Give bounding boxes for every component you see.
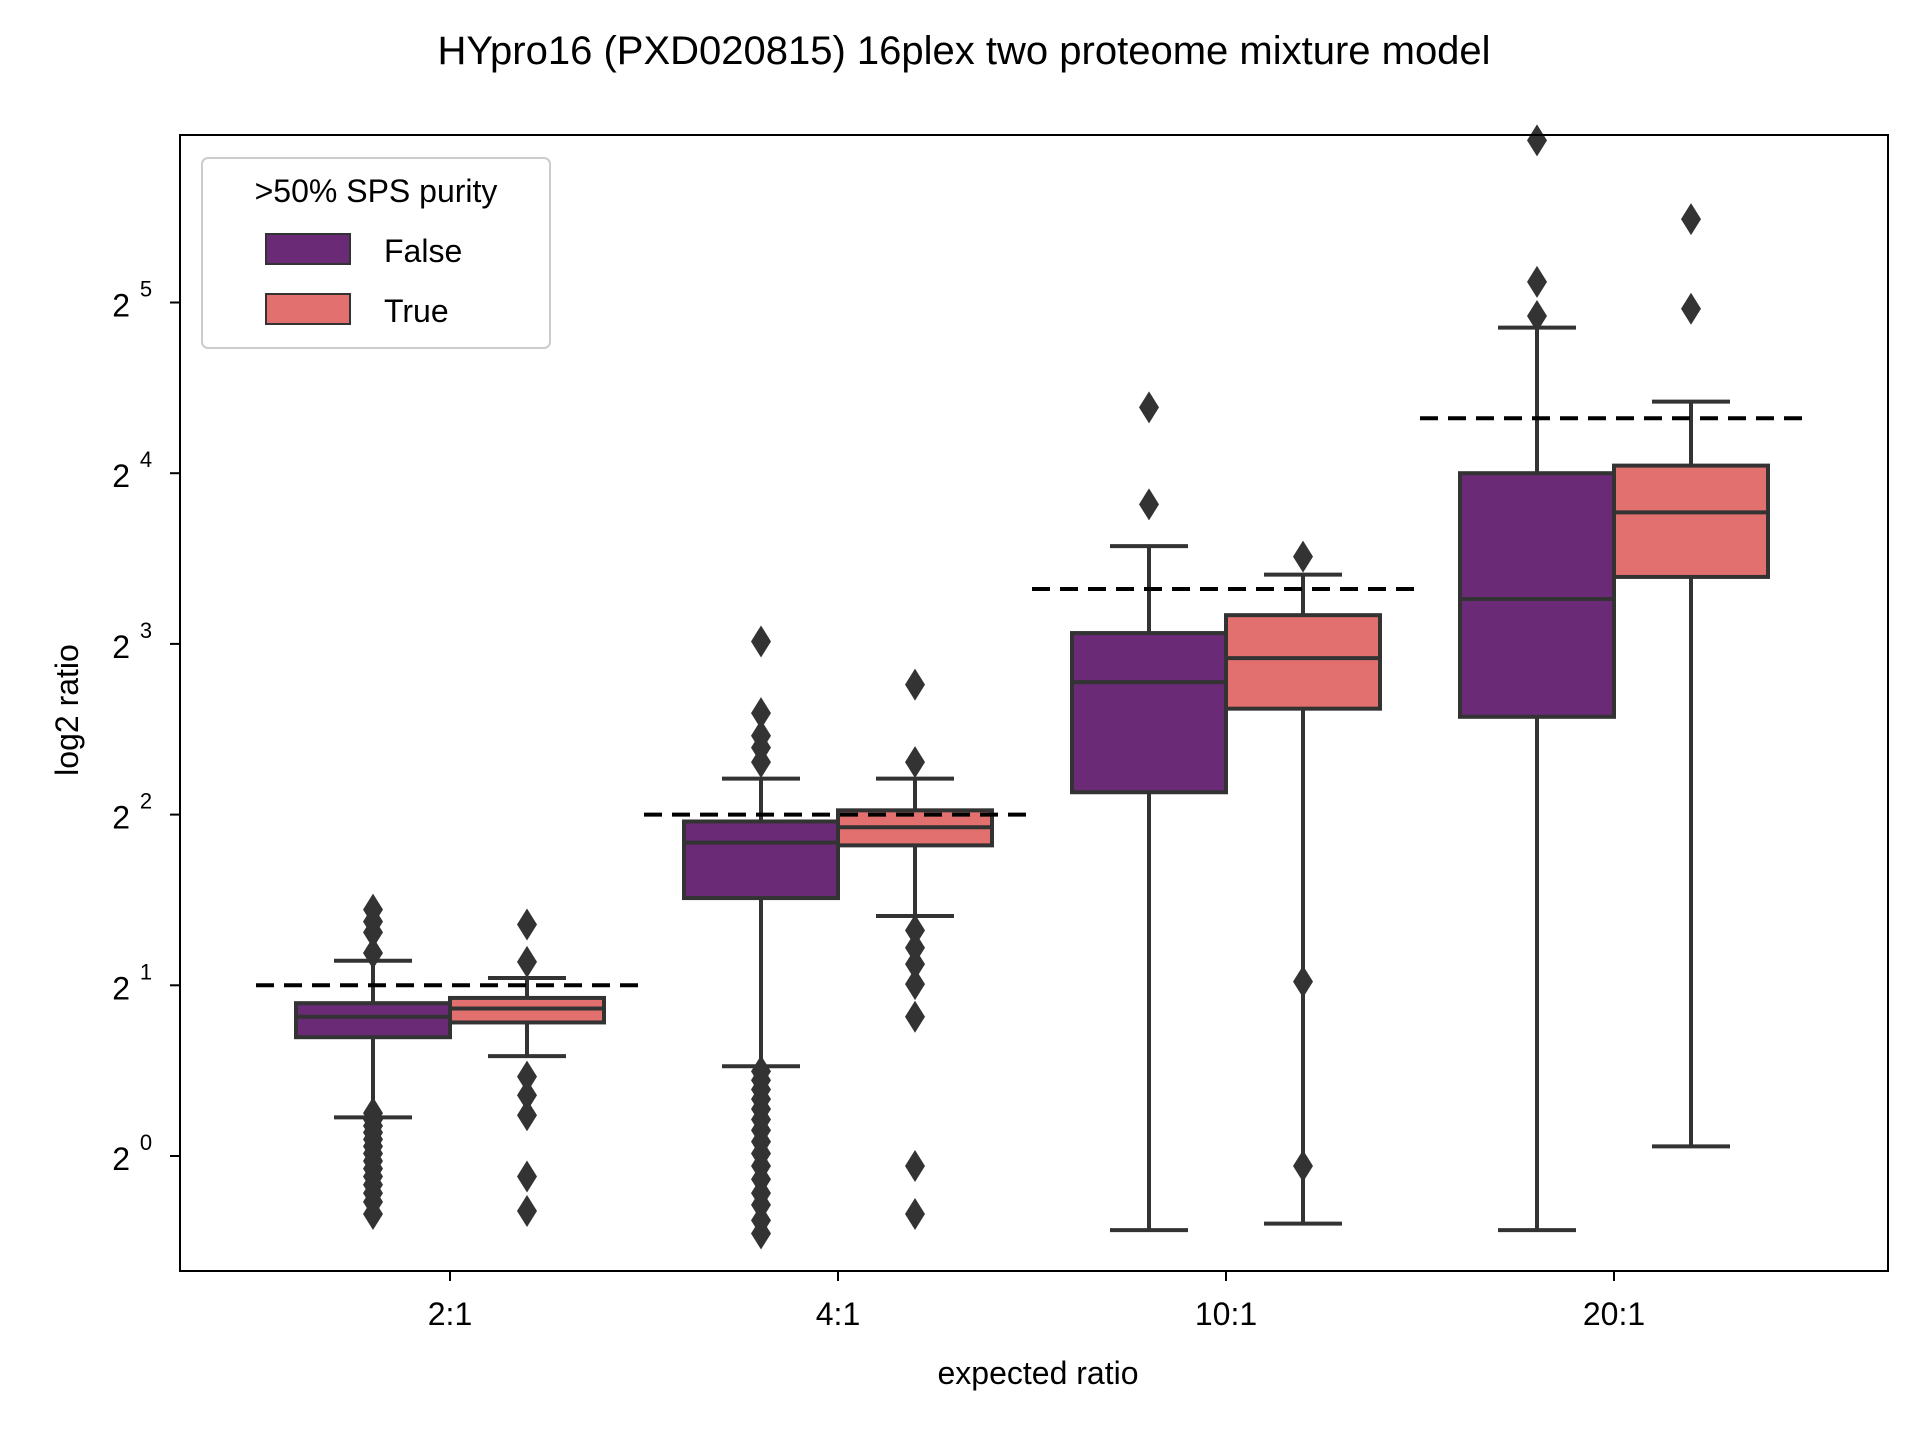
outlier-point xyxy=(751,625,771,658)
x-axis-label: expected ratio xyxy=(937,1355,1138,1391)
outlier-point xyxy=(905,931,925,964)
legend: >50% SPS purity False True xyxy=(201,157,551,349)
y-tick-label: 2 xyxy=(112,288,130,324)
outlier-point xyxy=(905,1000,925,1033)
box-body xyxy=(1070,631,1228,795)
legend-title: >50% SPS purity xyxy=(255,173,498,209)
legend-swatch-false xyxy=(265,233,351,265)
outlier-point xyxy=(1527,299,1547,332)
x-tick-label: 2:1 xyxy=(428,1296,472,1332)
y-tick-label: 2 xyxy=(112,458,130,494)
outlier-point xyxy=(1293,965,1313,998)
outlier-point xyxy=(517,1079,537,1112)
outlier-point xyxy=(751,719,771,752)
outlier-point xyxy=(1681,292,1701,325)
y-axis-label: log2 ratio xyxy=(49,644,85,776)
outlier-point xyxy=(751,697,771,730)
box-false-1 xyxy=(682,625,840,1250)
outlier-point xyxy=(1139,391,1159,424)
outlier-point xyxy=(517,1160,537,1193)
box-body xyxy=(1224,613,1382,711)
box-true-0 xyxy=(448,908,606,1227)
legend-label-true: True xyxy=(384,293,449,329)
outlier-point xyxy=(1293,1150,1313,1183)
y-tick-exponent: 1 xyxy=(140,959,152,984)
outlier-point xyxy=(905,968,925,1001)
box-body xyxy=(682,819,840,901)
box-true-2 xyxy=(1224,540,1382,1226)
x-tick-label: 10:1 xyxy=(1195,1296,1257,1332)
chart-title: HYpro16 (PXD020815) 16plex two proteome … xyxy=(437,29,1490,73)
outlier-point xyxy=(751,1217,771,1250)
y-tick-exponent: 0 xyxy=(140,1130,152,1155)
outlier-point xyxy=(905,1150,925,1183)
y-tick-exponent: 2 xyxy=(140,789,152,814)
box-body xyxy=(1612,463,1770,579)
outlier-point xyxy=(905,914,925,947)
outlier-point xyxy=(517,1194,537,1227)
y-tick-label: 2 xyxy=(112,800,130,836)
outlier-point xyxy=(517,945,537,978)
outlier-point xyxy=(517,908,537,941)
y-axis: 2 02 12 22 32 42 5 xyxy=(112,277,180,1177)
y-tick-label: 2 xyxy=(112,629,130,665)
x-tick-label: 4:1 xyxy=(816,1296,860,1332)
outlier-point xyxy=(363,893,383,926)
box-body xyxy=(1458,471,1616,719)
x-tick-label: 20:1 xyxy=(1583,1296,1645,1332)
outlier-point xyxy=(517,1099,537,1132)
outlier-point xyxy=(1527,265,1547,298)
outlier-point xyxy=(905,668,925,701)
outlier-point xyxy=(905,948,925,981)
x-axis: 2:1 4:1 10:1 20:1 xyxy=(428,1271,1645,1332)
box-false-3 xyxy=(1458,124,1616,1233)
box-true-3 xyxy=(1612,203,1770,1149)
box-false-2 xyxy=(1070,391,1228,1233)
outlier-point xyxy=(905,1198,925,1231)
plot-area xyxy=(256,124,1808,1250)
box-false-0 xyxy=(294,893,452,1231)
legend-label-false: False xyxy=(384,233,462,269)
outlier-point xyxy=(1527,124,1547,157)
outlier-point xyxy=(1681,203,1701,236)
outlier-point xyxy=(363,937,383,970)
outlier-point xyxy=(905,746,925,779)
y-tick-label: 2 xyxy=(112,1141,130,1177)
box-body xyxy=(294,1001,452,1040)
outlier-point xyxy=(1293,540,1313,573)
legend-swatch-true xyxy=(265,293,351,325)
y-tick-exponent: 4 xyxy=(140,447,152,472)
y-tick-exponent: 5 xyxy=(140,277,152,302)
outlier-point xyxy=(517,1060,537,1093)
plot-frame xyxy=(179,134,1889,1272)
y-tick-exponent: 3 xyxy=(140,618,152,643)
outlier-point xyxy=(1139,488,1159,521)
outlier-point xyxy=(363,1198,383,1231)
y-tick-label: 2 xyxy=(112,970,130,1006)
